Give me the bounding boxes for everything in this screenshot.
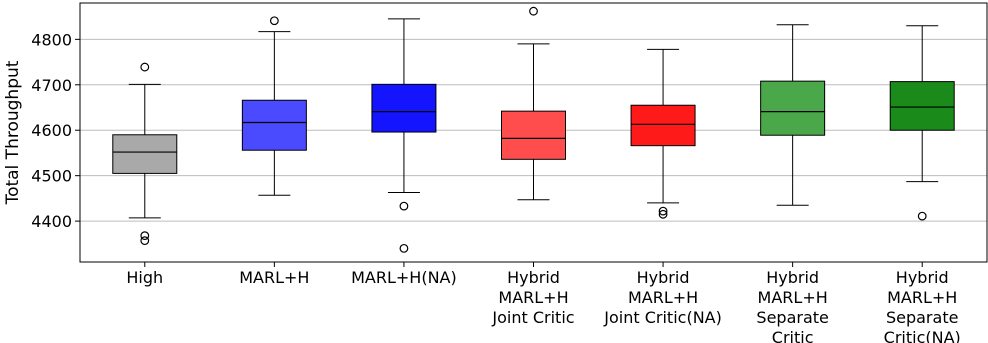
x-tick-label-line: High — [126, 268, 163, 287]
x-tick-label-line: MARL+H — [498, 288, 568, 307]
x-tick-label: MARL+H(NA) — [351, 268, 457, 287]
x-tick-label: Hybrid MARL+H Separate Critic(NA) — [884, 268, 961, 343]
iqr-box — [241, 99, 307, 151]
box-5 — [630, 48, 696, 219]
y-tick-label: 4600 — [31, 121, 72, 140]
x-tick-label-line: Hybrid — [637, 268, 690, 287]
outlier-point — [917, 211, 927, 221]
x-tick-label-line: MARL+H — [887, 288, 957, 307]
x-tick-label-line: Hybrid — [507, 268, 560, 287]
box-2 — [241, 16, 307, 196]
x-tick-label-line: MARL+H — [628, 288, 698, 307]
y-tick-label: 4500 — [31, 167, 72, 186]
box-3 — [371, 18, 437, 253]
box-4 — [501, 6, 566, 201]
box-1 — [112, 62, 178, 246]
outlier-point — [399, 243, 409, 253]
box-6 — [760, 24, 826, 206]
x-axis-ticks: High MARL+H MARL+H(NA) Hybrid MARL+H Joint Cr… — [126, 262, 961, 343]
x-tick-label-line: Hybrid — [896, 268, 949, 287]
iqr-box — [371, 83, 437, 133]
x-tick-label-line: Critic(NA) — [884, 328, 961, 343]
x-tick-label-line: Hybrid — [766, 268, 819, 287]
y-axis-ticks: 4400 4500 4600 4700 4800 — [31, 30, 80, 231]
x-tick-label: High — [126, 268, 163, 287]
x-tick-label: Hybrid MARL+H Separate Critic — [756, 268, 828, 343]
x-tick-label-line: Joint Critic — [491, 308, 574, 327]
x-tick-label-line: Joint Critic(NA) — [603, 308, 722, 327]
outlier-point — [529, 6, 538, 16]
outlier-point — [658, 206, 668, 216]
x-tick-label: MARL+H — [239, 268, 309, 287]
y-tick-label: 4800 — [31, 30, 72, 49]
outlier-point — [269, 16, 279, 26]
boxes — [112, 6, 955, 253]
outlier-point — [140, 62, 150, 72]
x-tick-label-line: Separate — [756, 308, 828, 327]
outlier-point — [399, 201, 409, 211]
iqr-box — [760, 80, 826, 136]
x-tick-label-line: MARL+H — [239, 268, 309, 287]
iqr-box — [630, 104, 696, 147]
outlier-point — [140, 231, 150, 241]
outlier-point — [658, 209, 668, 219]
x-tick-label-line: Critic — [772, 328, 814, 343]
x-tick-label: Hybrid MARL+H Joint Critic — [491, 268, 574, 327]
x-tick-label-line: Separate — [886, 308, 958, 327]
iqr-box — [112, 134, 178, 174]
x-tick-label-line: MARL+H(NA) — [351, 268, 457, 287]
box-7 — [889, 25, 955, 221]
y-tick-label: 4700 — [31, 76, 72, 95]
x-tick-label-line: MARL+H — [758, 288, 828, 307]
iqr-box — [501, 110, 566, 160]
y-tick-label: 4400 — [31, 212, 72, 231]
outlier-point — [140, 236, 150, 246]
iqr-box — [889, 81, 955, 131]
x-tick-label: Hybrid MARL+H Joint Critic(NA) — [603, 268, 722, 327]
y-axis-title: Total Throughput — [3, 60, 23, 205]
